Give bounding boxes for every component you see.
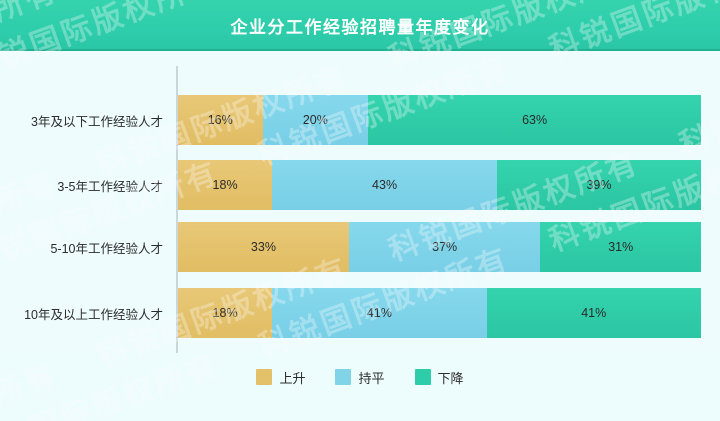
bar-segment-value: 20% (302, 113, 328, 127)
legend-item-down[interactable]: 下降 (414, 368, 464, 387)
bar-segment-up: 16% (178, 95, 263, 145)
stacked-bar: 33% 37% 31% (178, 222, 701, 272)
bar-row: 10年及以上工作经验人才 18% 41% 41% (0, 288, 720, 338)
bar-segment-value: 37% (432, 240, 458, 254)
stacked-bar: 18% 41% 41% (178, 288, 701, 338)
legend-swatch-icon (335, 369, 352, 385)
bar-segment-value: 18% (212, 306, 238, 320)
bar-segment-value: 31% (608, 240, 634, 254)
stacked-bar: 16% 20% 63% (178, 95, 701, 145)
legend-label: 持平 (358, 370, 385, 386)
bar-segment-flat: 43% (272, 160, 497, 210)
bar-segment-value: 41% (366, 306, 392, 320)
category-label: 10年及以上工作经验人才 (24, 307, 163, 322)
bar-row: 3年及以下工作经验人才 16% 20% 63% (0, 95, 720, 145)
bar-segment-down: 41% (486, 288, 701, 338)
bar-segment-value: 16% (207, 113, 233, 127)
legend-label: 下降 (437, 370, 464, 386)
bar-row: 5-10年工作经验人才 33% 37% 31% (0, 222, 720, 272)
legend-swatch-icon (256, 369, 273, 385)
page-title: 企业分工作经验招聘量年度变化 (230, 18, 490, 37)
bar-segment-down: 39% (497, 160, 701, 210)
bar-segment-value: 63% (522, 113, 548, 127)
bar-segment-value: 18% (212, 178, 238, 192)
bar-segment-flat: 20% (262, 95, 369, 145)
bar-segment-value: 43% (372, 178, 398, 192)
bar-segment-flat: 41% (272, 288, 487, 338)
legend-swatch-icon (414, 369, 431, 385)
bar-segment-value: 39% (586, 178, 612, 192)
chart-legend: 上升 持平 下降 (0, 364, 720, 390)
category-label: 3年及以下工作经验人才 (31, 114, 163, 129)
category-axis-line (176, 66, 178, 353)
plot-area: 3年及以下工作经验人才 16% 20% 63% 3-5年工作经验人才 18% 43% 39% 5… (0, 53, 720, 353)
legend-label: 上升 (279, 370, 306, 386)
bar-segment-up: 18% (178, 288, 273, 338)
category-label: 3-5年工作经验人才 (57, 179, 163, 194)
stacked-bar: 18% 43% 39% (178, 160, 701, 210)
category-label: 5-10年工作经验人才 (50, 241, 163, 256)
bar-segment-down: 31% (540, 222, 701, 272)
bar-segment-value: 33% (250, 240, 276, 254)
bar-segment-up: 33% (178, 222, 349, 272)
bar-segment-flat: 37% (348, 222, 541, 272)
legend-item-up[interactable]: 上升 (256, 368, 305, 387)
chart-header-band: 企业分工作经验招聘量年度变化 (0, 0, 720, 51)
bar-row: 3-5年工作经验人才 18% 43% 39% (0, 160, 720, 210)
legend-item-flat[interactable]: 持平 (335, 368, 385, 387)
bar-segment-down: 63% (368, 95, 701, 145)
bar-segment-value: 41% (581, 306, 607, 320)
bar-segment-up: 18% (178, 160, 273, 210)
